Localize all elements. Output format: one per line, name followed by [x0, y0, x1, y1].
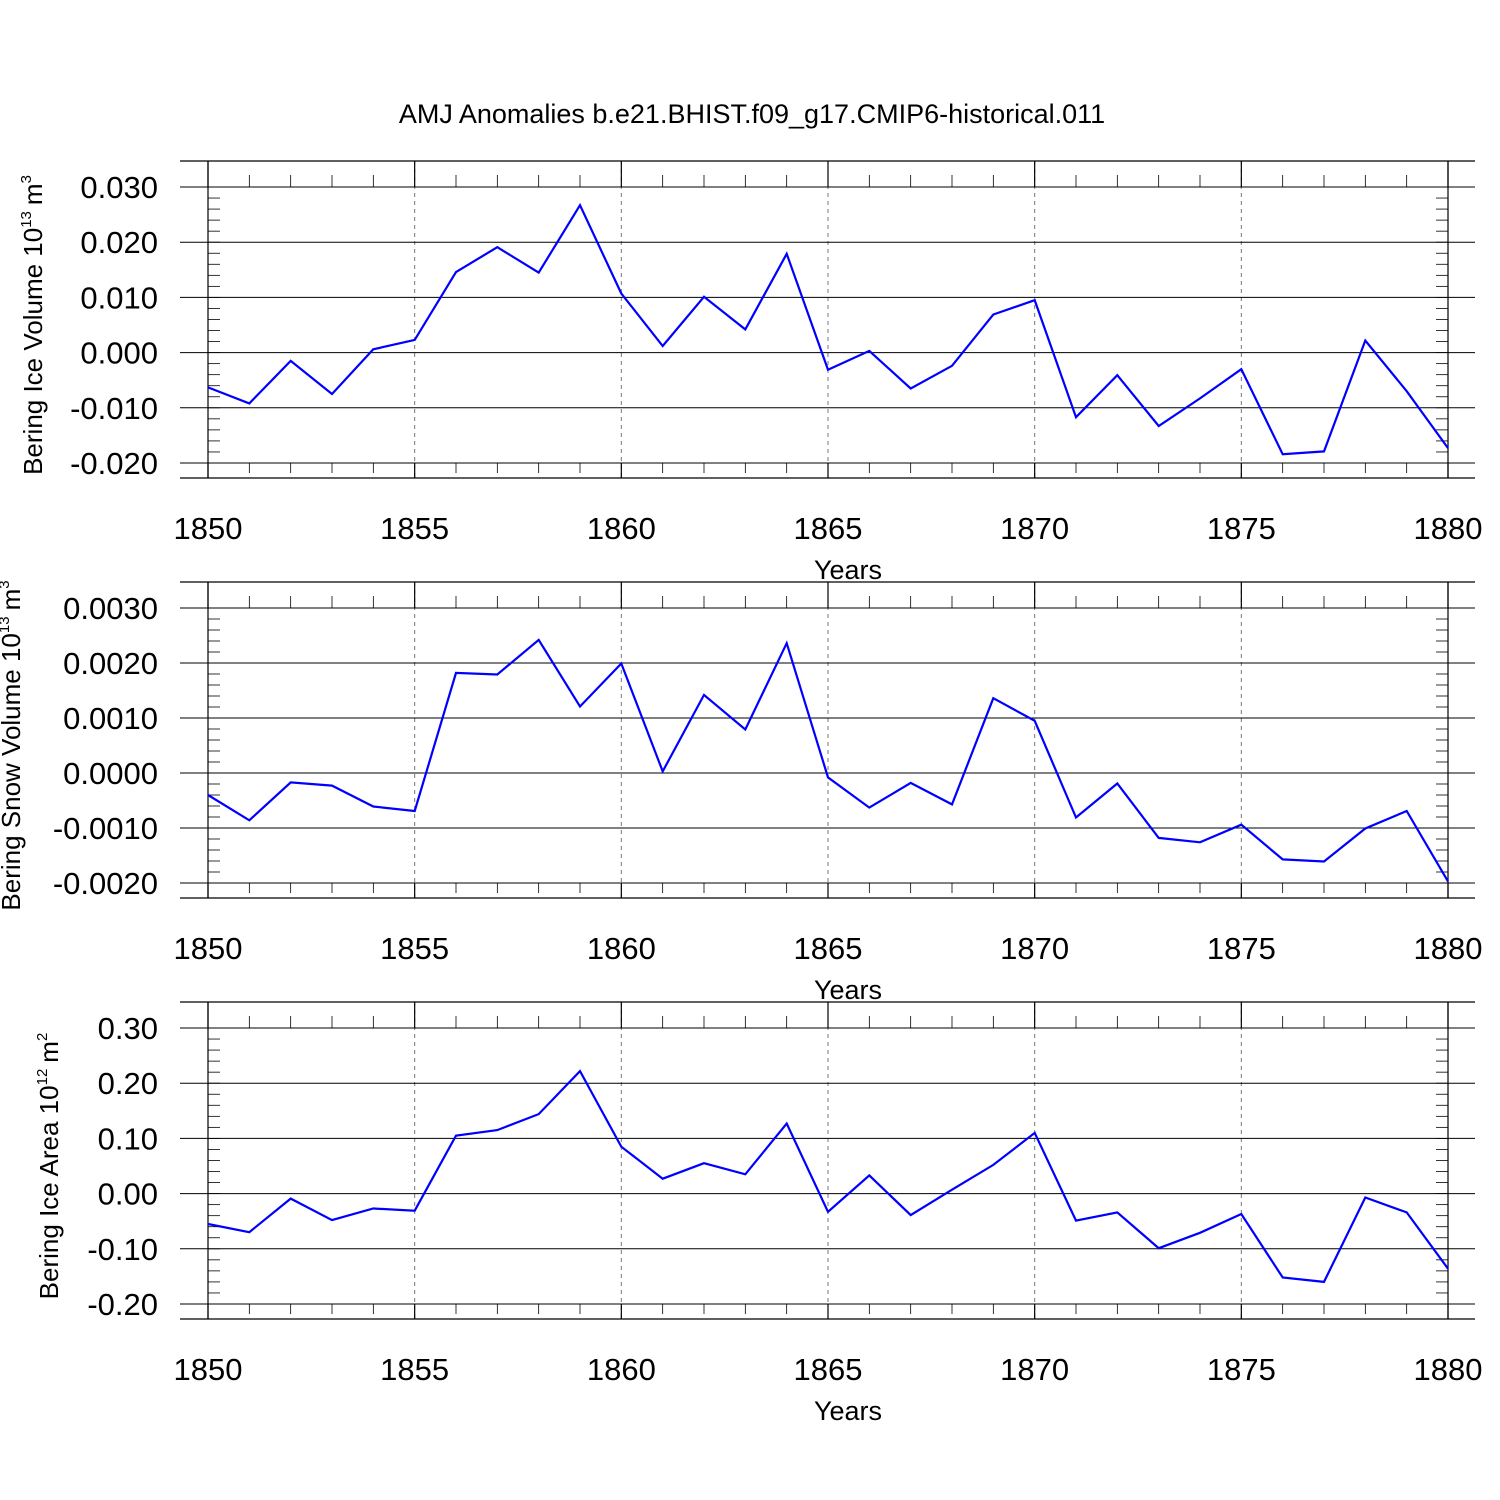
x-tick-label: 1860 — [587, 1352, 656, 1387]
x-axis-label: Years — [814, 1396, 882, 1426]
y-label-unit: m — [18, 183, 48, 205]
x-tick-label: 1870 — [1000, 511, 1069, 546]
y-tick-label: -0.0010 — [53, 811, 158, 846]
panel-ice-area: -0.20 -0.10 0.00 0.10 0.20 0.30 1850 1855 1860 18… — [34, 1001, 1483, 1426]
panels: -0.020 -0.010 0.000 0.010 0.020 0.030 1850 1855… — [0, 160, 1483, 1426]
x-tick-label: 1860 — [587, 511, 656, 546]
y-tick-label: 0.020 — [80, 225, 158, 260]
y-tick-label: 0.0020 — [63, 646, 158, 681]
x-tick-label: 1880 — [1414, 511, 1483, 546]
y-axis-label: Bering Ice Area 1012 m2 — [34, 1033, 64, 1300]
x-tick-label: 1865 — [794, 511, 863, 546]
y-label-exponent: 12 — [34, 1069, 51, 1086]
x-tick-label: 1875 — [1207, 511, 1276, 546]
x-tick-label: 1880 — [1414, 1352, 1483, 1387]
x-tick-label: 1870 — [1000, 931, 1069, 966]
x-tick-label: 1855 — [380, 1352, 449, 1387]
x-tick-label: 1860 — [587, 931, 656, 966]
y-tick-label: -0.020 — [70, 446, 158, 481]
x-tick-label: 1850 — [174, 511, 243, 546]
y-tick-label: 0.0030 — [63, 591, 158, 626]
x-tick-label: 1865 — [794, 1352, 863, 1387]
x-tick-label: 1855 — [380, 931, 449, 966]
y-tick-label: 0.0010 — [63, 701, 158, 736]
y-label-unit-exponent: 2 — [34, 1033, 51, 1041]
x-tick-label: 1850 — [174, 1352, 243, 1387]
x-axis-label: Years — [814, 555, 882, 585]
y-label-unit: m — [0, 589, 26, 611]
x-tick-label: 1870 — [1000, 1352, 1069, 1387]
y-tick-label: 0.030 — [80, 170, 158, 205]
y-label-exponent: 13 — [0, 616, 13, 633]
x-tick-label: 1875 — [1207, 1352, 1276, 1387]
panel-ice-volume: -0.020 -0.010 0.000 0.010 0.020 0.030 1850 1855… — [18, 160, 1483, 585]
y-label-unit-exponent: 3 — [18, 175, 35, 183]
y-tick-label: 0.010 — [80, 280, 158, 315]
y-tick-label: 0.00 — [98, 1177, 158, 1212]
y-tick-label: 0.000 — [80, 336, 158, 371]
y-tick-label: -0.010 — [70, 391, 158, 426]
y-tick-label: -0.0020 — [53, 866, 158, 901]
x-tick-label: 1875 — [1207, 931, 1276, 966]
y-axis-label: Bering Ice Volume 1013 m3 — [18, 175, 48, 475]
x-tick-label: 1855 — [380, 511, 449, 546]
y-tick-label: 0.20 — [98, 1066, 158, 1101]
panel-snow-volume: -0.0020 -0.0010 0.0000 0.0010 0.0020 0.0030 18… — [0, 580, 1482, 1005]
y-label-main: Bering Snow Volume 10 — [0, 633, 26, 911]
y-label-unit: m — [34, 1041, 64, 1063]
y-tick-label: 0.10 — [98, 1121, 158, 1156]
y-label-unit-exponent: 3 — [0, 580, 13, 588]
y-tick-label: -0.10 — [87, 1232, 158, 1267]
chart-title: AMJ Anomalies b.e21.BHIST.f09_g17.CMIP6-… — [399, 99, 1105, 129]
y-tick-label: -0.20 — [87, 1287, 158, 1322]
y-label-main: Bering Ice Volume 10 — [18, 228, 48, 475]
x-tick-label: 1880 — [1414, 931, 1483, 966]
x-tick-label: 1850 — [174, 931, 243, 966]
y-label-exponent: 13 — [18, 211, 35, 228]
y-label-main: Bering Ice Area 10 — [34, 1085, 64, 1299]
y-axis-label: Bering Snow Volume 1013 m3 — [0, 580, 26, 910]
y-tick-label: 0.30 — [98, 1011, 158, 1046]
x-tick-label: 1865 — [794, 931, 863, 966]
x-axis-label: Years — [814, 975, 882, 1005]
y-tick-label: 0.0000 — [63, 756, 158, 791]
